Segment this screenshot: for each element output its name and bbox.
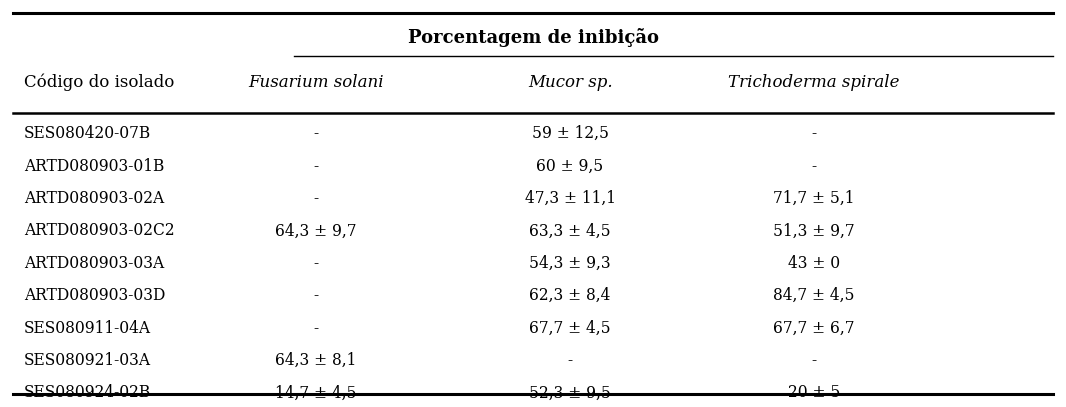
Text: SES080924-02B: SES080924-02B (25, 385, 151, 401)
Text: ARTD080903-03D: ARTD080903-03D (25, 287, 165, 304)
Text: 71,7 ± 5,1: 71,7 ± 5,1 (773, 190, 855, 207)
Text: 47,3 ± 11,1: 47,3 ± 11,1 (524, 190, 616, 207)
Text: -: - (313, 158, 318, 175)
Text: 60 ± 9,5: 60 ± 9,5 (536, 158, 603, 175)
Text: -: - (567, 352, 572, 369)
Text: 51,3 ± 9,7: 51,3 ± 9,7 (773, 223, 855, 239)
Text: -: - (313, 125, 318, 142)
Text: 64,3 ± 8,1: 64,3 ± 8,1 (275, 352, 356, 369)
Text: -: - (313, 255, 318, 272)
Text: Fusarium solani: Fusarium solani (247, 74, 384, 91)
Text: 52,3 ± 9,5: 52,3 ± 9,5 (529, 385, 611, 401)
Text: -: - (811, 158, 817, 175)
Text: -: - (811, 125, 817, 142)
Text: Mucor sp.: Mucor sp. (528, 74, 613, 91)
Text: ARTD080903-03A: ARTD080903-03A (25, 255, 164, 272)
Text: 67,7 ± 4,5: 67,7 ± 4,5 (530, 319, 611, 337)
Text: 14,7 ± 4,5: 14,7 ± 4,5 (275, 385, 356, 401)
Text: 84,7 ± 4,5: 84,7 ± 4,5 (773, 287, 855, 304)
Text: Trichoderma spirale: Trichoderma spirale (728, 74, 900, 91)
Text: ARTD080903-02C2: ARTD080903-02C2 (25, 223, 175, 239)
Text: Código do isolado: Código do isolado (25, 74, 175, 92)
Text: Porcentagem de inibição: Porcentagem de inibição (407, 28, 659, 48)
Text: -: - (313, 287, 318, 304)
Text: SES080420-07B: SES080420-07B (25, 125, 151, 142)
Text: 43 ± 0: 43 ± 0 (788, 255, 840, 272)
Text: 20 ± 5: 20 ± 5 (788, 385, 840, 401)
Text: -: - (313, 190, 318, 207)
Text: 67,7 ± 6,7: 67,7 ± 6,7 (773, 319, 855, 337)
Text: SES080911-04A: SES080911-04A (25, 319, 151, 337)
Text: SES080921-03A: SES080921-03A (25, 352, 151, 369)
Text: ARTD080903-01B: ARTD080903-01B (25, 158, 164, 175)
Text: ARTD080903-02A: ARTD080903-02A (25, 190, 164, 207)
Text: -: - (811, 352, 817, 369)
Text: 54,3 ± 9,3: 54,3 ± 9,3 (530, 255, 611, 272)
Text: 59 ± 12,5: 59 ± 12,5 (532, 125, 609, 142)
Text: 63,3 ± 4,5: 63,3 ± 4,5 (530, 223, 611, 239)
Text: 62,3 ± 8,4: 62,3 ± 8,4 (530, 287, 611, 304)
Text: 64,3 ± 9,7: 64,3 ± 9,7 (275, 223, 356, 239)
Text: -: - (313, 319, 318, 337)
